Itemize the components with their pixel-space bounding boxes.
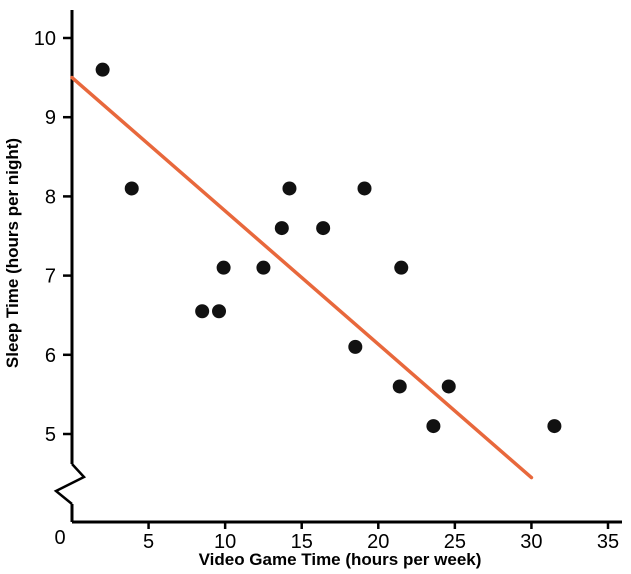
data-point (547, 419, 562, 434)
y-tick-label: 8 (45, 186, 56, 208)
y-tick-label: 10 (34, 28, 56, 50)
axes-layer: 5 10 15 20 25 30 35 5 6 7 8 9 10 (34, 10, 622, 553)
x-tick-label: 30 (520, 531, 542, 553)
x-tick-label: 35 (597, 531, 619, 553)
data-point (441, 379, 456, 394)
origin-label: 0 (54, 527, 65, 549)
axis-break-icon (53, 463, 87, 505)
data-point (216, 260, 231, 275)
x-axis-title: Video Game Time (hours per week) (199, 550, 482, 569)
x-tick-label: 20 (367, 531, 389, 553)
trend-layer (70, 75, 534, 480)
data-point (426, 419, 441, 434)
trend-line (70, 75, 534, 480)
data-point (256, 260, 271, 275)
y-tick-label: 7 (45, 266, 56, 288)
y-tick-label: 9 (45, 107, 56, 129)
data-point (212, 304, 227, 319)
data-point (282, 181, 297, 196)
data-point (316, 221, 331, 236)
point-layer (95, 62, 562, 434)
data-point (357, 181, 372, 196)
x-tick-label: 5 (143, 531, 154, 553)
x-tick-label: 15 (291, 531, 313, 553)
data-point (348, 339, 363, 354)
data-point (392, 379, 407, 394)
y-axis-title: Sleep Time (hours per night) (3, 138, 22, 368)
data-point (394, 260, 409, 275)
data-point (274, 221, 289, 236)
data-point (195, 304, 210, 319)
y-tick-label: 6 (45, 345, 56, 367)
x-tick-label: 10 (214, 531, 236, 553)
data-point (95, 62, 110, 77)
data-point (124, 181, 139, 196)
x-tick-label: 25 (444, 531, 466, 553)
y-tick-label: 5 (45, 424, 56, 446)
